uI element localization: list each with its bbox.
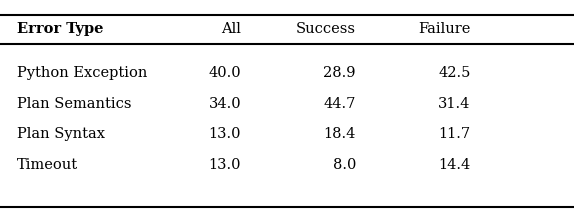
Text: 31.4: 31.4 [439,97,471,111]
Text: Timeout: Timeout [17,158,78,172]
Text: 18.4: 18.4 [324,127,356,141]
Text: 13.0: 13.0 [208,158,241,172]
Text: 11.7: 11.7 [439,127,471,141]
Text: 28.9: 28.9 [323,66,356,80]
Text: 13.0: 13.0 [208,127,241,141]
Text: Plan Semantics: Plan Semantics [17,97,131,111]
Text: Failure: Failure [418,22,471,36]
Text: 34.0: 34.0 [208,97,241,111]
Text: 40.0: 40.0 [208,66,241,80]
Text: 44.7: 44.7 [324,97,356,111]
Text: All: All [221,22,241,36]
Text: Python Exception: Python Exception [17,66,148,80]
Text: 14.4: 14.4 [439,158,471,172]
Text: Error Type: Error Type [17,22,104,36]
Text: 42.5: 42.5 [439,66,471,80]
Text: 8.0: 8.0 [332,158,356,172]
Text: Success: Success [296,22,356,36]
Text: Plan Syntax: Plan Syntax [17,127,105,141]
